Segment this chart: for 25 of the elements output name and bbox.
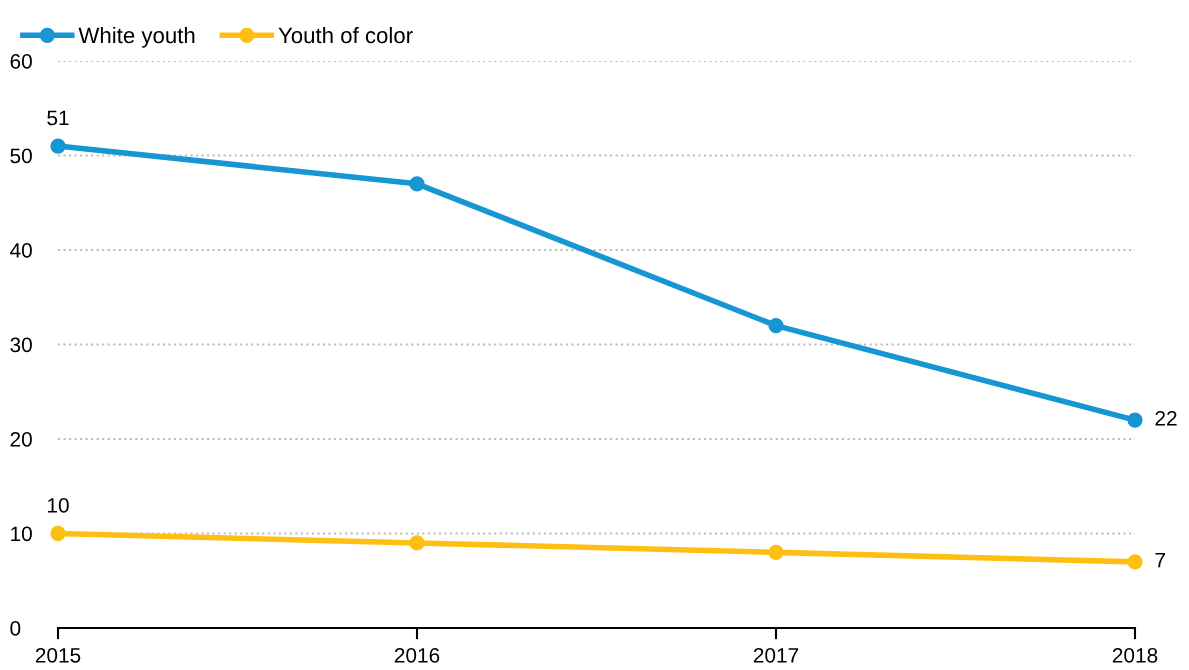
x-tick-label: 2017 (753, 647, 799, 663)
y-tick-label: 10 (11, 526, 32, 542)
x-tick-label: 2018 (1112, 647, 1158, 663)
point (768, 317, 784, 334)
y-tick-label: 60 (10, 54, 32, 69)
y-tick-label: 0 (10, 621, 21, 636)
y-tick-label: 50 (10, 148, 32, 164)
point (409, 176, 425, 192)
point (1127, 554, 1143, 570)
point (50, 525, 66, 542)
x-tick-label: 2016 (394, 647, 440, 663)
data-label: 22 (1155, 410, 1177, 426)
point (1127, 412, 1143, 428)
point (409, 535, 425, 551)
y-tick-label: 40 (10, 243, 32, 258)
data-label: 10 (48, 497, 69, 513)
point (50, 138, 66, 154)
data-label: 7 (1155, 552, 1165, 568)
x-tick-label: 2015 (35, 647, 81, 663)
y-tick-label: 30 (10, 337, 32, 353)
legend-label: Youth of color (278, 26, 413, 44)
data-label: 51 (47, 110, 69, 126)
y-tick-label: 20 (10, 432, 32, 447)
legend-label: White youth (78, 26, 195, 48)
point (768, 544, 784, 561)
